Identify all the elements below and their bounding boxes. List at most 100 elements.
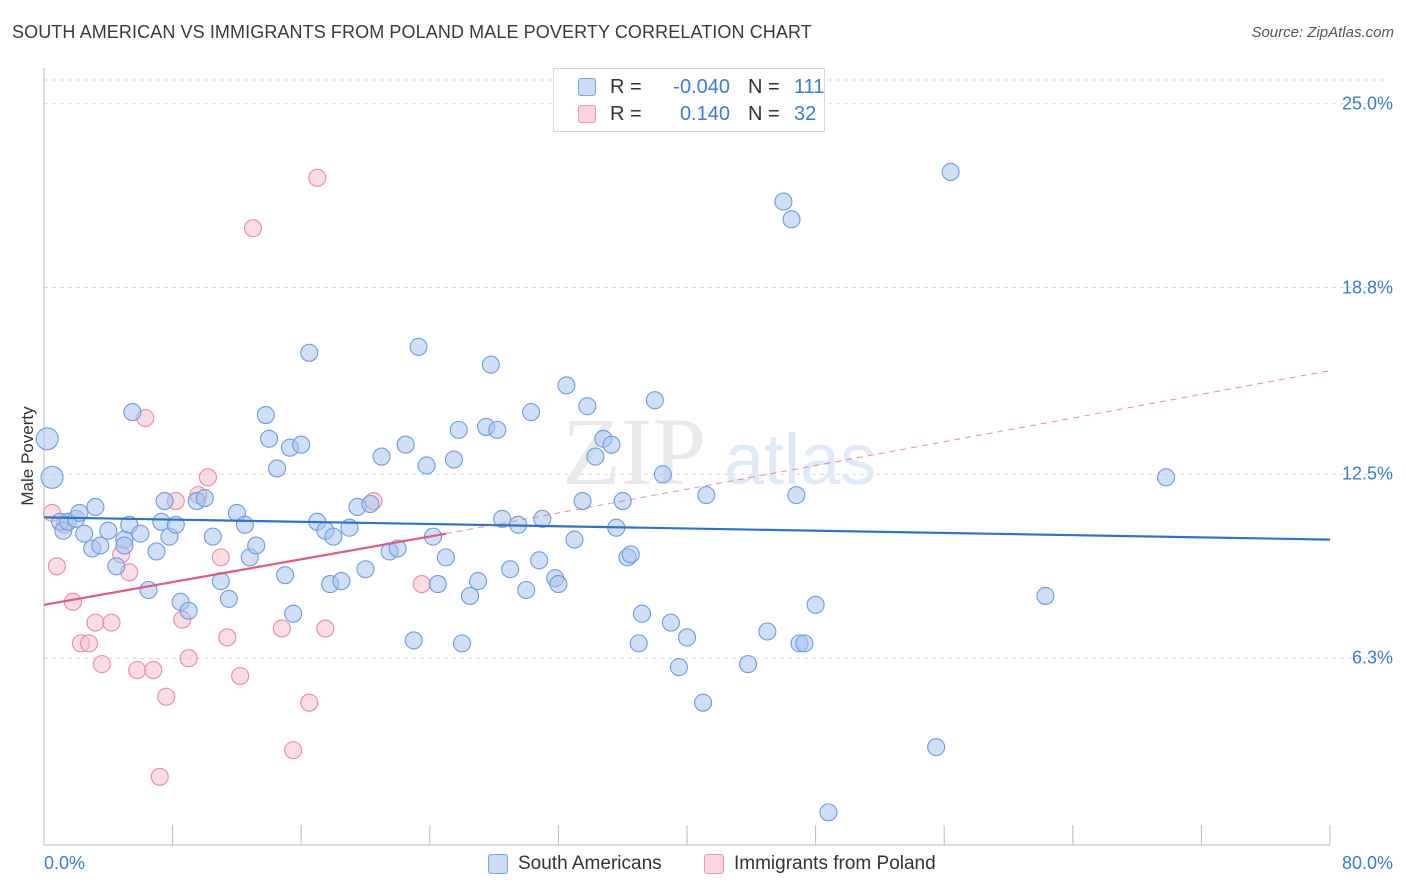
south-american-point-28[interactable] <box>203 527 222 546</box>
south-american-point-51[interactable] <box>361 494 380 514</box>
south-american-point-66[interactable] <box>468 572 488 591</box>
poland-point-27[interactable] <box>300 693 319 712</box>
south-american-point-102[interactable] <box>782 210 801 229</box>
poland-point-7[interactable] <box>92 655 111 674</box>
south-american-point-25[interactable] <box>179 601 198 620</box>
legend-item-poland[interactable]: Immigrants from Poland <box>704 852 936 876</box>
south-american-point-35[interactable] <box>256 406 275 425</box>
south-american-point-37[interactable] <box>268 459 287 478</box>
south-american-point-97[interactable] <box>694 693 713 712</box>
south-american-point-55[interactable] <box>396 435 415 454</box>
south-american-point-18[interactable] <box>139 580 158 600</box>
poland-point-6[interactable] <box>86 613 105 632</box>
south-american-point-107[interactable] <box>819 803 838 822</box>
south-american-point-99[interactable] <box>739 655 758 674</box>
south-american-point-41[interactable] <box>292 435 311 454</box>
poland-point-14[interactable] <box>150 767 169 786</box>
south-american-point-15[interactable] <box>123 403 142 422</box>
south-american-point-50[interactable] <box>356 560 375 579</box>
south-american-point-23[interactable] <box>155 491 174 511</box>
poland-point-25[interactable] <box>272 619 291 638</box>
south-american-point-94[interactable] <box>661 613 680 632</box>
south-american-point-38[interactable] <box>276 566 295 585</box>
south-american-point-92[interactable] <box>645 391 664 410</box>
south-american-point-64[interactable] <box>452 634 472 653</box>
south-american-point-63[interactable] <box>449 420 468 439</box>
south-american-point-83[interactable] <box>586 447 605 466</box>
poland-point-11[interactable] <box>128 661 147 680</box>
poland-point-13[interactable] <box>144 661 163 680</box>
south-american-point-32[interactable] <box>235 515 254 534</box>
poland-point-20[interactable] <box>198 468 218 487</box>
south-american-point-61[interactable] <box>436 548 455 567</box>
south-american-point-40[interactable] <box>284 604 303 623</box>
south-american-point-34[interactable] <box>247 536 266 555</box>
south-american-point-12[interactable] <box>107 557 126 576</box>
south-american-point-47[interactable] <box>332 572 351 591</box>
south-american-point-79[interactable] <box>557 376 576 395</box>
south-american-point-57[interactable] <box>409 337 428 356</box>
south-american-point-52[interactable] <box>372 447 391 466</box>
poland-point-15[interactable] <box>157 687 176 706</box>
south-american-point-7[interactable] <box>75 524 94 543</box>
south-american-point-96[interactable] <box>677 628 697 647</box>
south-american-point-110[interactable] <box>1036 586 1055 605</box>
south-american-point-82[interactable] <box>578 397 597 416</box>
south-american-point-19[interactable] <box>147 542 166 561</box>
south-american-point-68[interactable] <box>481 355 500 374</box>
south-american-point-85[interactable] <box>602 435 621 454</box>
poland-point-28[interactable] <box>308 168 327 187</box>
south-american-point-56[interactable] <box>404 631 423 650</box>
south-american-point-75[interactable] <box>530 551 549 570</box>
south-american-point-69[interactable] <box>488 420 507 439</box>
south-american-point-70[interactable] <box>493 509 512 528</box>
south-american-point-98[interactable] <box>697 486 716 505</box>
poland-point-26[interactable] <box>284 741 303 760</box>
poland-point-1[interactable] <box>47 557 66 576</box>
poland-point-24[interactable] <box>243 219 263 238</box>
poland-point-29[interactable] <box>316 619 335 638</box>
south-american-point-10[interactable] <box>91 536 110 555</box>
south-american-point-103[interactable] <box>787 486 806 505</box>
south-american-point-100[interactable] <box>758 622 777 641</box>
south-american-point-58[interactable] <box>417 456 436 475</box>
south-american-point-101[interactable] <box>774 192 793 211</box>
poland-point-21[interactable] <box>211 548 230 567</box>
south-american-point-46[interactable] <box>324 527 343 546</box>
south-american-point-60[interactable] <box>428 575 447 594</box>
poland-point-18[interactable] <box>179 649 198 668</box>
south-american-point-81[interactable] <box>573 491 592 511</box>
south-american-point-108[interactable] <box>927 738 946 757</box>
south-american-point-106[interactable] <box>806 595 825 614</box>
south-american-point-30[interactable] <box>219 589 238 608</box>
south-american-point-54[interactable] <box>388 539 407 558</box>
legend-item-south-american[interactable]: South Americans <box>488 852 662 876</box>
south-american-point-65[interactable] <box>460 586 480 605</box>
south-american-point-9[interactable] <box>86 497 105 517</box>
south-american-point-89[interactable] <box>621 545 640 564</box>
south-american-point-62[interactable] <box>444 450 463 469</box>
south-american-point-0[interactable] <box>35 427 59 451</box>
south-american-point-90[interactable] <box>632 604 652 623</box>
south-american-point-74[interactable] <box>522 403 541 422</box>
poland-point-22[interactable] <box>218 628 237 647</box>
south-american-point-91[interactable] <box>629 634 648 653</box>
south-american-point-27[interactable] <box>195 489 214 508</box>
south-american-point-11[interactable] <box>99 521 118 540</box>
poland-point-8[interactable] <box>102 613 121 632</box>
south-american-point-105[interactable] <box>795 634 814 653</box>
south-american-point-42[interactable] <box>300 343 319 362</box>
south-american-point-73[interactable] <box>517 580 536 600</box>
south-american-point-111[interactable] <box>1156 468 1176 487</box>
south-american-point-95[interactable] <box>669 658 689 677</box>
south-american-point-93[interactable] <box>653 465 672 484</box>
south-american-point-16[interactable] <box>115 536 134 555</box>
poland-point-23[interactable] <box>231 666 250 686</box>
south-american-point-80[interactable] <box>565 530 584 549</box>
poland-point-5[interactable] <box>79 634 99 653</box>
south-american-point-17[interactable] <box>131 524 150 543</box>
south-american-point-1[interactable] <box>40 465 64 489</box>
south-american-point-36[interactable] <box>259 429 279 448</box>
poland-point-31[interactable] <box>412 575 431 594</box>
south-american-point-71[interactable] <box>501 560 520 579</box>
